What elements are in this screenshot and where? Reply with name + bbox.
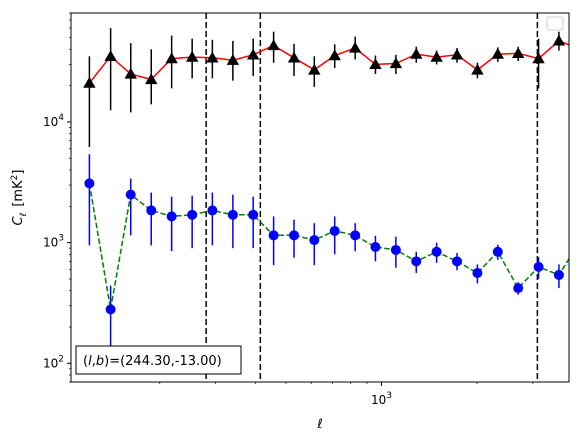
series-1-point-15 <box>390 244 401 255</box>
series-0 <box>83 28 569 148</box>
series-1-point-1 <box>105 304 116 315</box>
series-0-point-20 <box>491 47 504 59</box>
series-0-point-5 <box>185 50 199 62</box>
axes-frame <box>70 12 570 383</box>
series-0-point-7 <box>226 54 240 65</box>
x-tick-label-exp: 3 <box>386 391 392 401</box>
x-tick-label-base: 10 <box>371 393 386 407</box>
y-axis-label-sub: ℓ <box>19 213 29 218</box>
series-1-point-3 <box>146 205 157 216</box>
series-1-point-14 <box>370 242 381 253</box>
series-1-point-19 <box>472 268 483 279</box>
y-axis-label-units: [mK <box>11 180 26 207</box>
series-1-point-10 <box>289 230 300 241</box>
series-0-point-15 <box>389 57 403 69</box>
series-0-point-2 <box>124 67 137 79</box>
y-tick-label-base: 10 <box>43 356 58 370</box>
series-1-point-7 <box>227 209 238 220</box>
series-1-point-21 <box>513 283 524 294</box>
y-tick-label-2: 104 <box>43 113 64 129</box>
series-0-point-14 <box>369 58 382 70</box>
series-1-point-11 <box>309 235 320 246</box>
series-1 <box>84 154 569 354</box>
y-tick-label-1: 103 <box>43 234 64 250</box>
series-1-point-4 <box>166 211 177 222</box>
series-0-point-21 <box>511 47 525 59</box>
series-1-point-16 <box>411 256 422 267</box>
x-tick-label-0: 103 <box>371 391 392 407</box>
y-tick-label-base: 10 <box>43 115 58 129</box>
series-0-point-17 <box>430 50 443 62</box>
annotation-text: (l,b)=(244.30,-13.00) <box>83 354 222 369</box>
series-0-point-9 <box>267 39 280 51</box>
series-0-point-13 <box>348 41 362 53</box>
series-1-point-22 <box>533 261 544 272</box>
series-1-point-23 <box>553 269 564 280</box>
series-1-point-2 <box>125 189 136 200</box>
series-0-point-6 <box>206 51 219 63</box>
y-tick-label-exp: 3 <box>58 234 64 244</box>
y-tick-label-0: 102 <box>43 354 64 370</box>
legend-box <box>546 16 564 31</box>
series-1-point-17 <box>431 246 442 257</box>
series-1-point-12 <box>329 225 340 236</box>
series-1-point-0 <box>84 178 95 189</box>
series-0-point-10 <box>287 51 301 63</box>
series-1-point-20 <box>492 246 503 257</box>
y-tick-label-base: 10 <box>43 236 58 250</box>
y-axis-label-units-close: ] <box>11 170 26 175</box>
plot-content <box>83 13 569 382</box>
series-0-point-4 <box>165 52 178 64</box>
y-axis-label-units-sup: 2 <box>10 175 20 181</box>
series-0-point-1 <box>104 50 117 61</box>
plot-area <box>83 13 569 382</box>
series-1-point-6 <box>207 205 218 216</box>
series-1-point-5 <box>187 209 198 220</box>
annotation-box <box>75 345 242 375</box>
series-0-point-8 <box>246 48 260 60</box>
series-1-point-18 <box>452 256 463 267</box>
series-1-point-13 <box>350 230 361 241</box>
series-0-point-23 <box>552 34 566 46</box>
series-0-point-18 <box>450 48 464 60</box>
y-axis-label-main: C <box>11 215 26 225</box>
series-1-point-8 <box>248 209 259 220</box>
series-0-point-3 <box>145 73 158 85</box>
coordinate-annotation: (l,b)=(244.30,-13.00) <box>75 345 242 375</box>
series-0-point-22 <box>532 52 545 64</box>
y-axis-label: Cℓ [mK2] <box>10 170 29 226</box>
series-0-point-19 <box>471 63 484 75</box>
series-0-point-16 <box>410 47 423 59</box>
series-0-point-12 <box>328 49 341 61</box>
x-axis-label: ℓ <box>316 417 322 432</box>
series-0-point-11 <box>308 63 321 75</box>
y-tick-label-exp: 2 <box>58 354 64 364</box>
y-tick-label-exp: 4 <box>58 113 64 123</box>
series-0-point-0 <box>83 76 96 88</box>
series-1-point-9 <box>268 230 279 241</box>
